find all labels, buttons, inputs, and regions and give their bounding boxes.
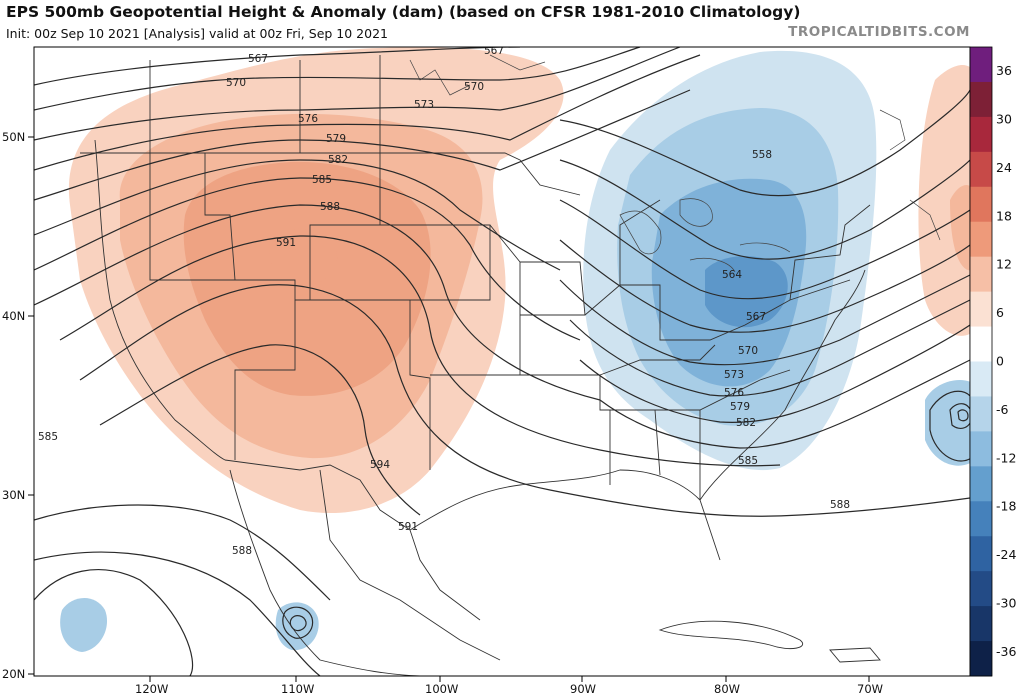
colorbar-swatch <box>970 47 992 83</box>
colorbar-tick-label: 12 <box>996 257 1012 272</box>
lon-label: 80W <box>714 682 740 696</box>
map-title: EPS 500mb Geopotential Height & Anomaly … <box>6 3 801 21</box>
colorbar-swatch <box>970 186 992 223</box>
colorbar-swatch <box>970 361 992 397</box>
contour-label: 591 <box>276 237 296 249</box>
contour-label: 567 <box>484 45 504 57</box>
lon-label: 70W <box>857 682 883 696</box>
colorbar-swatch <box>970 536 992 572</box>
colorbar-swatch <box>970 501 992 537</box>
trough-anomaly-shading <box>60 50 970 652</box>
colorbar-swatch <box>970 396 992 432</box>
contour-label: 567 <box>248 53 268 65</box>
contour-label: 588 <box>830 499 850 511</box>
colorbar-swatch <box>970 641 992 677</box>
colorbar-tick-label: 24 <box>996 160 1012 175</box>
contour-label: 582 <box>328 154 348 166</box>
credit-watermark[interactable]: TROPICALTIDBITS.COM <box>788 24 970 40</box>
contour-label: 567 <box>746 311 766 323</box>
latitude-axis: 50N 40N 30N 20N <box>2 130 34 681</box>
map-subtitle: Init: 00z Sep 10 2021 [Analysis] valid a… <box>6 26 388 41</box>
contour-label: 579 <box>326 133 346 145</box>
lat-label: 20N <box>2 667 25 681</box>
lon-label: 120W <box>135 682 168 696</box>
colorbar-swatch <box>970 606 992 642</box>
colorbar-swatch <box>970 431 992 467</box>
lon-label: 110W <box>281 682 314 696</box>
contour-label: 570 <box>464 81 484 93</box>
colorbar-tick-label: 30 <box>996 112 1012 127</box>
contour-label: 588 <box>320 201 340 213</box>
colorbar-swatch <box>970 116 992 153</box>
lon-label: 90W <box>570 682 596 696</box>
contour-label: 585 <box>38 431 58 443</box>
contour-label: 576 <box>298 113 318 125</box>
colorbar-swatch <box>970 221 992 258</box>
colorbar-tick-label: -12 <box>996 450 1016 465</box>
contour-label: 591 <box>398 521 418 533</box>
colorbar-swatch <box>970 571 992 607</box>
colorbar-tick-label: -24 <box>996 547 1016 562</box>
contour-label: 594 <box>370 459 390 471</box>
contour-label: 570 <box>226 77 246 89</box>
colorbar-swatch <box>970 466 992 502</box>
colorbar-swatch <box>970 326 992 362</box>
contour-label: 579 <box>730 401 750 413</box>
colorbar-tick-label: -36 <box>996 644 1016 659</box>
colorbar-swatch <box>970 256 992 293</box>
map-plot-area: 567 570 573 576 579 582 585 588 591 594 … <box>34 45 970 676</box>
colorbar-frame <box>969 46 993 677</box>
contour-label: 570 <box>738 345 758 357</box>
contour-label: 564 <box>722 269 742 281</box>
lat-label: 50N <box>2 130 25 144</box>
colorbar-swatch <box>970 81 992 118</box>
contour-label: 573 <box>414 99 434 111</box>
contour-label: 573 <box>724 369 744 381</box>
political-borders <box>80 55 881 676</box>
lon-label: 100W <box>425 682 458 696</box>
contour-label: 576 <box>724 387 744 399</box>
contour-label-group: 567 570 573 576 579 582 585 588 591 594 … <box>38 45 850 557</box>
contour-label: 558 <box>752 149 772 161</box>
colorbar-tick-label: -30 <box>996 595 1016 610</box>
lakes-and-islands <box>409 54 941 273</box>
colorbar-tick-label: 0 <box>996 354 1004 369</box>
anomaly-colorbar: 36 30 24 18 12 6 0 -6 -12 -18 -24 -30 -36 <box>969 46 1016 677</box>
colorbar-tick-label: 6 <box>996 305 1004 320</box>
colorbar-swatch <box>970 291 992 328</box>
lat-label: 40N <box>2 309 25 323</box>
contour-label: 582 <box>736 417 756 429</box>
colorbar-tick-label: -18 <box>996 499 1016 514</box>
longitude-axis: 120W 110W 100W 90W 80W 70W <box>135 676 883 696</box>
height-contours <box>34 47 970 676</box>
lat-label: 30N <box>2 488 25 502</box>
contour-label: 588 <box>232 545 252 557</box>
colorbar-swatch <box>970 151 992 188</box>
colorbar-tick-label: 36 <box>996 63 1012 78</box>
contour-label: 585 <box>738 455 758 467</box>
contour-label: 585 <box>312 174 332 186</box>
colorbar-tick-label: -6 <box>996 402 1009 417</box>
colorbar-tick-label: 18 <box>996 208 1012 223</box>
